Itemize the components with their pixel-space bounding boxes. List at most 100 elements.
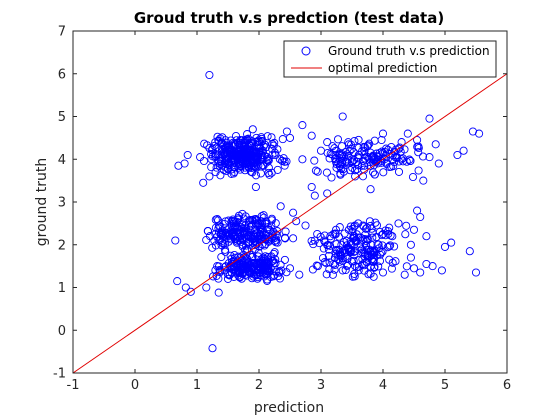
scatter-point bbox=[205, 172, 214, 181]
scatter-point bbox=[338, 158, 347, 167]
y-axis-label: ground truth bbox=[34, 158, 50, 246]
scatter-point bbox=[231, 131, 241, 141]
scatter-point bbox=[247, 274, 257, 283]
scatter-point bbox=[320, 236, 329, 245]
scatter-point bbox=[214, 262, 224, 271]
scatter-point bbox=[400, 270, 409, 279]
scatter-point bbox=[258, 146, 268, 155]
scatter-point bbox=[282, 157, 291, 166]
scatter-point bbox=[280, 161, 289, 170]
scatter-point bbox=[409, 225, 419, 234]
scatter-point bbox=[208, 152, 217, 161]
scatter-point bbox=[258, 155, 267, 164]
scatter-point bbox=[326, 149, 335, 158]
scatter-point bbox=[231, 218, 240, 227]
scatter-point bbox=[282, 127, 291, 136]
scatter-point bbox=[403, 129, 412, 138]
scatter-point bbox=[363, 223, 372, 232]
scatter-point bbox=[447, 238, 456, 247]
scatter-point bbox=[257, 217, 266, 226]
scatter-point bbox=[348, 163, 357, 172]
scatter-point bbox=[289, 234, 298, 243]
scatter-point bbox=[354, 255, 363, 265]
scatter-point bbox=[289, 208, 298, 217]
scatter-point bbox=[223, 274, 233, 283]
scatter-point bbox=[363, 142, 372, 151]
scatter-point bbox=[431, 140, 440, 149]
scatter-point bbox=[210, 236, 219, 245]
scatter-point bbox=[370, 170, 379, 179]
scatter-point bbox=[394, 167, 404, 176]
scatter-point bbox=[242, 224, 251, 233]
scatter-point bbox=[471, 268, 481, 277]
scatter-point bbox=[310, 191, 319, 200]
scatter-point bbox=[269, 259, 278, 268]
scatter-point bbox=[276, 202, 285, 211]
scatter-point bbox=[378, 129, 388, 138]
scatter-point bbox=[370, 262, 379, 271]
y-tick-label: 6 bbox=[58, 67, 66, 82]
scatter-point bbox=[259, 211, 268, 220]
y-tick-label: 5 bbox=[58, 110, 66, 125]
scatter-point bbox=[278, 156, 287, 165]
scatter-point bbox=[344, 140, 353, 149]
scatter-point bbox=[196, 153, 205, 162]
scatter-point bbox=[217, 145, 227, 154]
scatter-point bbox=[336, 169, 345, 178]
scatter-point bbox=[273, 238, 282, 247]
scatter-point bbox=[323, 189, 332, 198]
scatter-point bbox=[232, 217, 241, 226]
scatter-point bbox=[354, 135, 363, 144]
scatter-point bbox=[360, 161, 369, 170]
scatter-point bbox=[213, 132, 222, 141]
scatter-point bbox=[475, 129, 484, 138]
scatter-point bbox=[256, 271, 265, 280]
scatter-point bbox=[341, 157, 350, 166]
scatter-point bbox=[241, 158, 250, 167]
scatter-point bbox=[385, 255, 394, 264]
scatter-point bbox=[413, 135, 422, 145]
scatter-point bbox=[360, 266, 369, 275]
scatter-point bbox=[264, 223, 273, 232]
scatter-point bbox=[408, 172, 418, 182]
scatter-point bbox=[241, 233, 250, 242]
scatter-point bbox=[239, 250, 248, 259]
scatter-point bbox=[227, 268, 236, 277]
scatter-point bbox=[413, 206, 422, 215]
scatter-point bbox=[318, 253, 328, 263]
scatter-point bbox=[218, 226, 227, 235]
legend: Ground truth v.s prediction optimal pred… bbox=[283, 40, 497, 78]
y-tick-label: 2 bbox=[58, 238, 66, 253]
scatter-point bbox=[413, 142, 422, 151]
legend-marker-points bbox=[301, 46, 311, 56]
scatter-point bbox=[329, 259, 338, 269]
scatter-point bbox=[385, 223, 394, 232]
scatter-point bbox=[340, 245, 349, 254]
y-tick-label: -1 bbox=[53, 367, 66, 382]
plot-area bbox=[73, 31, 507, 373]
scatter-point bbox=[220, 162, 229, 171]
scatter-point bbox=[269, 249, 278, 258]
scatter-point bbox=[459, 146, 468, 155]
scatter-point bbox=[336, 252, 345, 261]
scatter-point bbox=[414, 166, 423, 175]
scatter-point bbox=[419, 176, 428, 185]
scatter-point bbox=[322, 270, 331, 279]
scatter-point bbox=[311, 166, 320, 175]
scatter-point bbox=[230, 234, 240, 243]
scatter-point bbox=[267, 133, 276, 142]
scatter-point bbox=[203, 227, 213, 236]
scatter-point bbox=[316, 146, 326, 155]
scatter-point bbox=[368, 233, 377, 242]
scatter-point bbox=[248, 125, 257, 134]
scatter-point bbox=[264, 168, 273, 177]
scatter-point bbox=[358, 248, 367, 257]
scatter-point bbox=[205, 70, 214, 80]
scatter-point bbox=[248, 238, 257, 247]
x-tick-label: -1 bbox=[67, 378, 80, 393]
ticks-layer: -1 0 1 2 3 4 5 6 -1 0 1 2 3 4 5 6 7 bbox=[53, 25, 511, 394]
scatter-point bbox=[232, 238, 241, 247]
scatter-point bbox=[331, 151, 340, 160]
scatter-point bbox=[360, 235, 369, 244]
scatter-points-layer bbox=[171, 70, 484, 353]
